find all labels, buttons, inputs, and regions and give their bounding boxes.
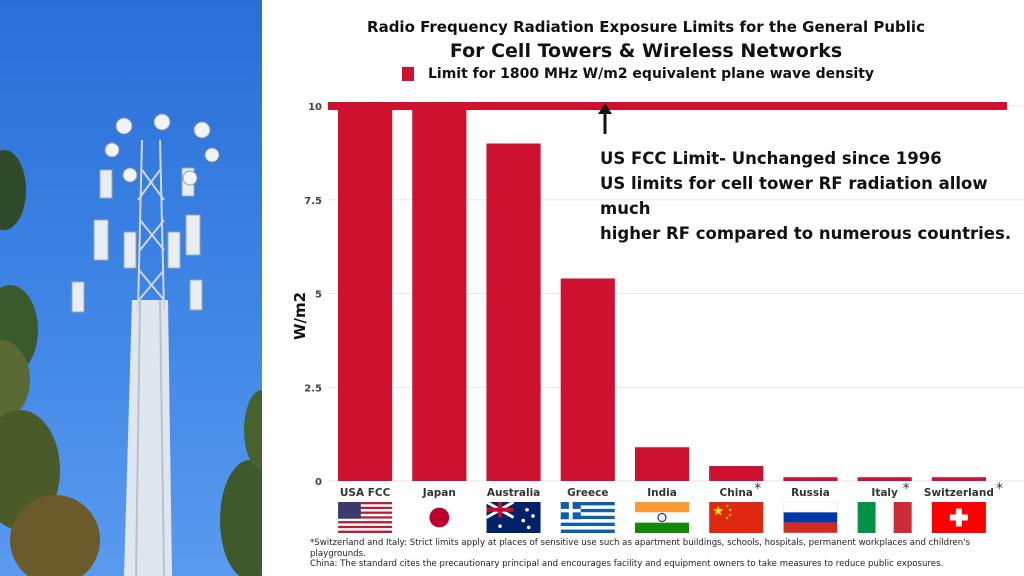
x-tick-label: Australia [487,487,540,499]
y-tick-label: 5 [315,290,322,301]
antenna-mast [137,139,165,311]
chart-title: Radio Frequency Radiation Exposure Limit… [367,18,925,36]
us-flag-icon [338,502,393,533]
antenna-panels [71,167,203,313]
japan-flag-icon [412,502,467,533]
fcc-annotation: US FCC Limit- Unchanged since 1996 US li… [600,146,1024,246]
antenna-dishes [104,113,220,186]
russia-flag-icon [783,501,838,534]
y-axis-label: W/m2 [291,292,309,340]
annotation-line-3: higher RF compared to numerous countries… [600,224,1012,243]
cell-tower-photo [0,0,262,576]
bar-greece [560,278,615,481]
india-flag-icon [635,502,689,533]
footnotes: *Switzerland and Italy: Strict limits ap… [310,538,1010,570]
legend-swatch [402,67,414,81]
y-tick-label: 2.5 [304,383,322,394]
footnote-china: China: The standard cites the precaution… [310,559,944,569]
australia-flag-icon [485,500,541,533]
x-tick-label: Switzerland [924,487,994,499]
bar-india [634,447,690,481]
annotation-line-2: US limits for cell tower RF radiation al… [600,174,988,218]
y-tick-label: 7.5 [304,196,322,207]
footnote-switzerland-italy: *Switzerland and Italy: Strict limits ap… [310,538,970,559]
china-flag-icon [709,502,764,533]
bar-italy [857,477,912,481]
x-tick-label: USA FCC [340,487,391,499]
foliage [0,150,262,576]
x-tick-label: China [720,487,753,499]
x-tick-label: India [647,487,677,499]
asterisk-mark: * [903,481,910,497]
legend-label: Limit for 1800 MHz W/m2 equivalent plane… [428,66,875,82]
asterisk-mark: * [996,481,1003,497]
bar-australia [486,143,541,481]
bar-russia [783,477,838,481]
x-tick-label: Greece [567,487,608,499]
asterisk-mark: * [754,481,761,497]
chart-legend: Limit for 1800 MHz W/m2 equivalent plane… [402,66,874,82]
switzerland-flag-icon [931,502,986,533]
up-arrow-icon [598,103,612,134]
chart-subtitle: For Cell Towers & Wireless Networks [449,40,843,62]
x-tick-label: Russia [791,487,830,499]
x-tick-label: Italy [871,487,898,499]
y-tick-label: 10 [308,102,322,113]
bar-switzerland [931,477,986,481]
chart-area: Radio Frequency Radiation Exposure Limit… [262,0,1024,576]
y-tick-label: 0 [315,477,322,488]
cell-tower-illustration [0,113,262,576]
italy-flag-icon [857,502,912,533]
bar-japan [412,106,467,481]
tower-pole [124,300,172,576]
bar-chart: 0 2.5 5 7.5 10 USA FCC Japan Australia Greece In… [291,102,1024,534]
x-tick-label: Japan [422,487,456,499]
greece-flag-icon [560,502,615,533]
annotation-line-1: US FCC Limit- Unchanged since 1996 [600,149,942,168]
bar-usa-fcc [338,106,393,481]
bar-china [709,466,764,481]
